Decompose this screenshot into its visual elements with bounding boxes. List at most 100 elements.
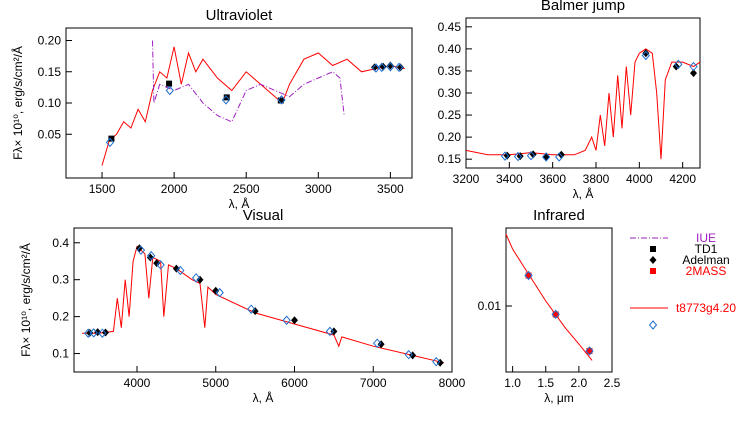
y-tick-label: 0.15 [438,152,462,166]
open-diamond-marker [526,150,536,161]
legend-open-diamond [648,320,658,330]
diamond-marker [379,62,387,71]
y-tick-label: 0.25 [438,108,462,122]
y-tick-label: 0.20 [438,130,462,144]
y-tick-label: 0.30 [438,86,462,100]
panel-title: Visual [243,207,284,224]
diamond-marker [212,286,220,295]
x-tick-label: 6000 [281,376,308,390]
open-diamond-marker [585,346,594,356]
y-tick-label: 0.15 [38,65,62,79]
x-axis-label: λ, Å [573,186,594,201]
panel-title: Balmer jump [541,0,625,14]
spectrum-line [81,245,445,364]
spectrum-line [152,40,345,123]
open-diamond-marker [551,309,560,320]
square-marker [525,272,532,279]
y-tick-label: 0.40 [438,42,462,56]
open-diamond-marker [176,265,185,276]
y-tick-label: 0.05 [38,127,62,141]
diamond-marker [153,259,161,268]
square-marker [586,347,593,354]
y-tick-label: 0.2 [52,310,69,324]
y-tick-label: 0.01 [478,299,502,313]
x-axis-label: λ, μm [544,391,574,405]
y-tick-label: 0.1 [52,347,69,361]
open-diamond-marker [221,95,231,105]
legend-label: Adelman [682,253,729,267]
y-tick-label: 0.35 [438,64,462,78]
open-diamond-marker [282,315,291,326]
diamond-marker [642,49,650,58]
open-diamond-marker [524,270,533,281]
open-diamond-marker [325,326,335,337]
plot-frame [73,227,453,373]
open-diamond-marker [165,85,174,96]
open-diamond-marker [373,338,382,348]
open-diamond-marker [89,328,98,338]
open-diamond-marker [147,250,156,261]
panel-title: Infrared [533,207,585,224]
open-diamond-marker [641,50,650,61]
diamond-marker [516,152,524,161]
legend-label: t8773g4.20 [676,301,736,315]
open-diamond-marker [98,328,107,338]
x-tick-label: 2500 [233,182,260,196]
x-axis-label: λ, Å [229,196,250,211]
x-tick-label: 4000 [626,172,653,186]
open-diamond-marker [513,151,523,162]
diamond-marker [690,69,697,78]
open-diamond-marker [156,260,165,270]
x-tick-label: 3200 [453,172,480,186]
x-tick-label: 3500 [377,182,404,196]
y-axis-label: Fλ× 10¹⁰, erg/s/cm²/Å [18,243,33,357]
open-diamond-marker [105,137,115,148]
diamond-marker [251,307,259,316]
x-tick-label: 1500 [89,182,116,196]
diamond-marker [386,61,394,70]
y-tick-label: 0.10 [38,96,62,110]
open-diamond-marker [404,349,413,360]
x-tick-label: 3800 [583,172,610,186]
x-tick-label: 1.5 [537,376,554,390]
x-tick-label: 3000 [305,182,332,196]
square-marker [166,80,173,87]
open-diamond-marker [215,287,224,298]
y-axis-label: Fλ× 10¹⁰, erg/s/cm²/Å [10,46,25,160]
open-diamond-marker [394,62,404,73]
x-tick-label: 1.0 [504,376,521,390]
diamond-marker [146,253,154,262]
square-marker [277,97,284,104]
diamond-marker [172,264,180,273]
x-tick-label: 2.5 [604,376,621,390]
x-tick-label: 5000 [202,376,229,390]
legend-label: 2MASS [686,264,727,278]
plot-frame [505,227,613,373]
open-diamond-marker [542,152,551,162]
open-diamond-marker [377,62,386,73]
square-marker [108,135,115,142]
spectrum-line [101,46,405,166]
open-diamond-marker [432,356,441,367]
legend-diamond [649,256,657,264]
open-diamond-marker [500,151,510,161]
x-tick-label: 4200 [669,172,696,186]
legend-square [650,268,656,274]
x-tick-label: 8000 [439,376,466,390]
diamond-marker [503,151,511,160]
plot-frame [65,27,413,179]
x-tick-label: 7000 [360,376,387,390]
square-marker [552,311,559,318]
x-tick-label: 3400 [496,172,523,186]
x-axis-label: λ, Å [253,390,274,405]
open-diamond-marker [674,59,683,70]
y-tick-label: 0.3 [52,273,69,287]
open-diamond-marker [136,245,146,255]
panel-title: Ultraviolet [206,7,274,24]
open-diamond-marker [247,304,256,314]
diamond-marker [291,316,298,325]
x-tick-label: 4000 [124,376,151,390]
open-diamond-marker [191,273,201,283]
